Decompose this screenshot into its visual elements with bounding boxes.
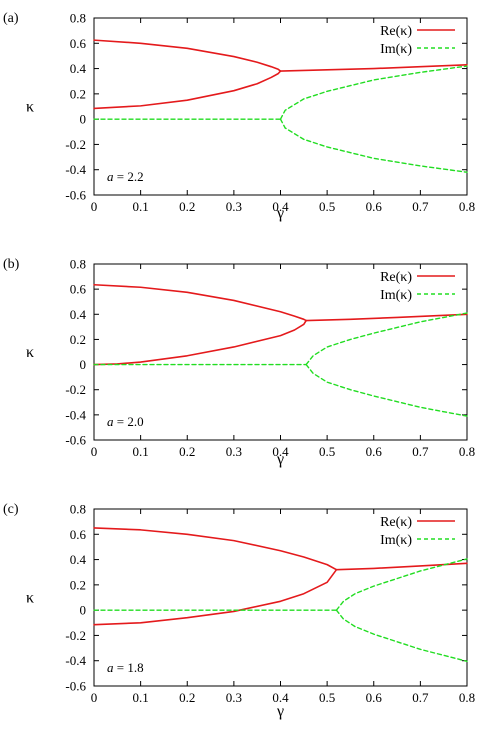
x-tick-label: 0.3 bbox=[226, 690, 242, 705]
series-line-im-2 bbox=[279, 65, 468, 120]
y-axis-label: κ bbox=[26, 344, 34, 361]
x-tick-label: 0.3 bbox=[226, 444, 242, 459]
y-tick-label: -0.6 bbox=[65, 188, 86, 203]
series-line-re-1 bbox=[93, 283, 307, 322]
y-tick-label: 0.2 bbox=[70, 332, 86, 347]
y-tick-label: 0 bbox=[80, 603, 87, 618]
y-tick-label: -0.4 bbox=[65, 162, 86, 177]
x-tick-label: 0.5 bbox=[319, 199, 335, 214]
series-line-re-1 bbox=[93, 39, 282, 72]
parameter-annotation: a = 1.8 bbox=[107, 660, 144, 675]
legend-label-im: Im(κ) bbox=[380, 533, 412, 548]
y-tick-label: 0.6 bbox=[70, 282, 87, 297]
legend-label-re: Re(κ) bbox=[380, 24, 412, 39]
chart-panel-1: 0 0.1 0.2 0.3 0.4 0.5 0.6 0.7 0.8 -0.6 -0.4 -0.2 0 0.… bbox=[3, 11, 475, 223]
y-axis-label: κ bbox=[26, 99, 34, 116]
legend-label-re: Re(κ) bbox=[380, 515, 412, 530]
y-tick-label: 0.2 bbox=[70, 577, 86, 592]
y-tick-label: -0.4 bbox=[65, 653, 86, 668]
y-tick-label: 0.4 bbox=[70, 552, 87, 567]
y-tick-label: 0.6 bbox=[70, 527, 87, 542]
chart-panel-3: 0 0.1 0.2 0.3 0.4 0.5 0.6 0.7 0.8 -0.6 -0.4 -0.2 0 0.… bbox=[3, 502, 475, 721]
y-tick-label: 0.6 bbox=[70, 36, 87, 51]
x-tick-label: 0.4 bbox=[272, 444, 289, 459]
x-tick-label: 0.1 bbox=[133, 444, 149, 459]
series-line-re-3 bbox=[305, 313, 468, 322]
x-tick-label: 0.6 bbox=[366, 199, 383, 214]
x-tick-label: 0.6 bbox=[366, 444, 383, 459]
x-tick-label: 0 bbox=[91, 690, 98, 705]
panel-label: (a) bbox=[3, 11, 19, 26]
series-line-im-3 bbox=[335, 609, 468, 663]
parameter-value: = 1.8 bbox=[114, 660, 144, 675]
x-tick-label: 0.5 bbox=[319, 690, 335, 705]
x-axis-label: γ bbox=[276, 451, 284, 468]
panel-label: (b) bbox=[3, 257, 20, 272]
y-tick-label: -0.2 bbox=[65, 628, 86, 643]
parameter-annotation: a = 2.2 bbox=[107, 169, 144, 184]
x-axis-label: γ bbox=[276, 205, 284, 222]
parameter-symbol: a bbox=[107, 414, 114, 429]
series-line-re-2 bbox=[93, 70, 282, 110]
series-line-im-3 bbox=[279, 118, 468, 173]
panel-label: (c) bbox=[3, 502, 19, 517]
legend-label-im: Im(κ) bbox=[380, 288, 412, 303]
y-tick-label: 0.8 bbox=[70, 502, 86, 517]
x-tick-label: 0.7 bbox=[412, 199, 429, 214]
y-tick-label: 0.4 bbox=[70, 61, 87, 76]
y-axis-label: κ bbox=[26, 590, 34, 607]
x-axis-label: γ bbox=[276, 703, 284, 720]
parameter-annotation: a = 2.0 bbox=[107, 414, 144, 429]
parameter-symbol: a bbox=[107, 169, 114, 184]
series-line-im-2 bbox=[335, 558, 468, 611]
series-line-re-2 bbox=[93, 568, 338, 626]
x-tick-label: 0.4 bbox=[272, 690, 289, 705]
y-tick-label: -0.2 bbox=[65, 382, 86, 397]
legend-label-re: Re(κ) bbox=[380, 270, 412, 285]
y-tick-label: 0.2 bbox=[70, 86, 86, 101]
y-tick-label: -0.6 bbox=[65, 433, 86, 448]
series-line-im-2 bbox=[305, 312, 468, 366]
legend-label-im: Im(κ) bbox=[380, 42, 412, 57]
y-tick-label: 0.8 bbox=[70, 257, 86, 272]
x-tick-label: 0.3 bbox=[226, 199, 242, 214]
x-tick-label: 0.2 bbox=[179, 444, 195, 459]
series-line-im-3 bbox=[305, 363, 468, 417]
series-line-re-1 bbox=[93, 527, 338, 571]
x-tick-label: 0.8 bbox=[459, 690, 475, 705]
y-tick-label: 0.8 bbox=[70, 11, 86, 26]
chart-panel-2: 0 0.1 0.2 0.3 0.4 0.5 0.6 0.7 0.8 -0.6 -0.4 -0.2 0 0.… bbox=[3, 257, 475, 469]
parameter-symbol: a bbox=[107, 660, 114, 675]
x-tick-label: 0.8 bbox=[459, 444, 475, 459]
x-tick-label: 0.4 bbox=[272, 199, 289, 214]
x-tick-label: 0.7 bbox=[412, 444, 429, 459]
y-tick-label: 0 bbox=[80, 112, 87, 127]
x-tick-label: 0.6 bbox=[366, 690, 383, 705]
series-line-re-2 bbox=[93, 319, 307, 366]
y-tick-label: 0 bbox=[80, 357, 87, 372]
x-tick-label: 0 bbox=[91, 199, 98, 214]
x-tick-label: 0.1 bbox=[133, 690, 149, 705]
series-line-re-3 bbox=[279, 63, 468, 72]
y-tick-label: -0.6 bbox=[65, 679, 86, 694]
y-tick-label: -0.2 bbox=[65, 137, 86, 152]
x-tick-label: 0 bbox=[91, 444, 98, 459]
x-tick-label: 0.1 bbox=[133, 199, 149, 214]
parameter-value: = 2.0 bbox=[114, 414, 144, 429]
y-tick-label: -0.4 bbox=[65, 407, 86, 422]
x-tick-label: 0.2 bbox=[179, 199, 195, 214]
parameter-value: = 2.2 bbox=[114, 169, 144, 184]
x-tick-label: 0.8 bbox=[459, 199, 475, 214]
x-tick-label: 0.2 bbox=[179, 690, 195, 705]
y-tick-label: 0.4 bbox=[70, 307, 87, 322]
x-tick-label: 0.5 bbox=[319, 444, 335, 459]
x-tick-label: 0.7 bbox=[412, 690, 429, 705]
